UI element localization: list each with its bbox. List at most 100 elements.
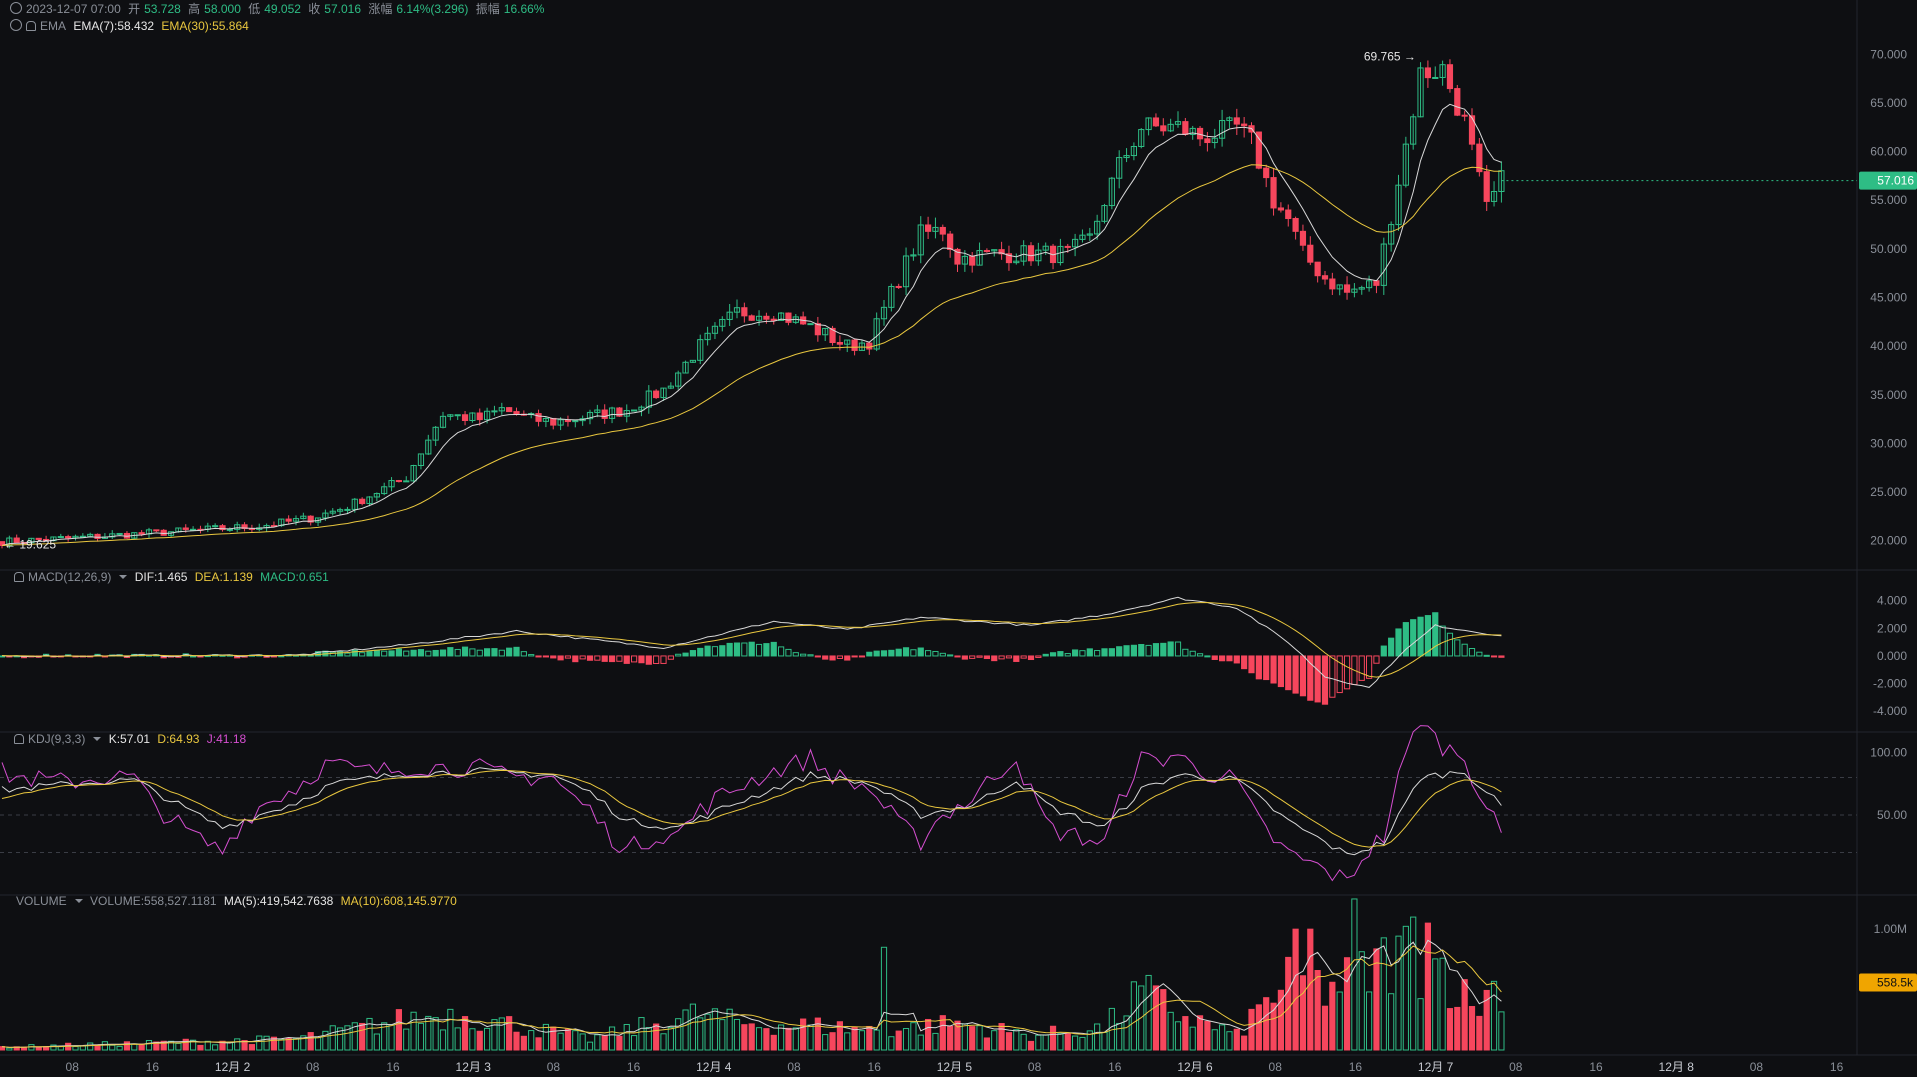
- volume-bar: [1233, 1028, 1240, 1051]
- candle-body: [1476, 143, 1483, 173]
- candle-body: [1321, 275, 1329, 280]
- macd-histogram-bar: [1424, 615, 1432, 657]
- candle-body: [880, 306, 888, 320]
- chevron-down-icon[interactable]: [93, 737, 102, 741]
- candle-body: [653, 390, 660, 399]
- macd-histogram-bar: [726, 642, 733, 657]
- volume-bar: [822, 1034, 829, 1051]
- time-axis-label: 16: [1830, 1060, 1844, 1074]
- volume-bar: [381, 1022, 388, 1051]
- candle-body: [366, 496, 373, 504]
- macd-histogram-bar: [528, 654, 535, 657]
- volume-bar: [601, 1035, 608, 1051]
- candle-body: [1468, 115, 1476, 145]
- macd-histogram-bar: [814, 655, 821, 658]
- datetime: 2023-12-07 07:00: [26, 2, 121, 16]
- volume-bar: [307, 1032, 314, 1051]
- macd-histogram-bar: [1160, 642, 1167, 657]
- candle-body: [285, 518, 292, 522]
- macd-histogram-bar: [484, 648, 491, 657]
- ma10-value: MA(10):608,145.9770: [340, 894, 457, 908]
- candle-body: [1233, 117, 1240, 125]
- macd-histogram-bar: [432, 649, 439, 657]
- candle-body: [226, 528, 233, 531]
- time-axis-label: 12月 8: [1659, 1060, 1695, 1074]
- time-axis-label: 08: [787, 1060, 801, 1074]
- macd-histogram-bar: [513, 646, 520, 657]
- candle-body: [454, 414, 461, 417]
- candle-body: [763, 315, 770, 320]
- volume-bar: [1285, 956, 1292, 1051]
- macd-histogram-bar: [667, 655, 674, 660]
- volume-bar: [873, 1029, 880, 1051]
- macd-histogram-bar: [1027, 655, 1035, 661]
- macd-histogram-bar: [395, 648, 402, 657]
- time-axis-label: 16: [627, 1060, 641, 1074]
- price-tick-label: 40.000: [1870, 339, 1907, 353]
- volume-bar: [888, 1036, 895, 1051]
- candle-body: [447, 414, 454, 417]
- volume-bar: [1130, 981, 1138, 1051]
- macd-dea-line: [1, 601, 1502, 678]
- volume-bar: [1196, 1015, 1204, 1051]
- volume-bar: [1160, 989, 1167, 1051]
- volume-bar: [1189, 1026, 1196, 1051]
- volume-bar: [1167, 1011, 1174, 1051]
- volume-bar: [20, 1046, 28, 1051]
- macd-histogram-bar: [410, 649, 417, 657]
- time-axis-label: 16: [1349, 1060, 1363, 1074]
- volume-bar: [395, 1009, 402, 1051]
- chevron-down-icon[interactable]: [119, 575, 128, 579]
- candle-body: [1042, 245, 1049, 251]
- candle-body: [1432, 76, 1439, 79]
- macd-histogram-bar: [1182, 648, 1189, 657]
- collapse-icon[interactable]: [10, 2, 22, 14]
- volume-bar: [983, 1037, 990, 1051]
- volume-tick-label: 1.00M: [1874, 922, 1907, 936]
- macd-histogram-bar: [1086, 648, 1093, 657]
- bell-icon[interactable]: [14, 734, 24, 744]
- volume-bar: [689, 1003, 696, 1051]
- candle-body: [1079, 234, 1086, 240]
- candle-body: [1182, 121, 1189, 135]
- candle-body: [506, 407, 513, 413]
- candle-body: [1013, 260, 1020, 264]
- candle-body: [682, 361, 689, 374]
- macd-value: MACD:0.651: [260, 570, 329, 584]
- macd-histogram-bar: [1204, 655, 1211, 658]
- macd-histogram-bar: [1432, 612, 1439, 657]
- candle-body: [13, 537, 20, 543]
- collapse-icon[interactable]: [10, 19, 22, 31]
- current-volume-label: 558.5k: [1877, 976, 1914, 990]
- volume-bar: [991, 1030, 998, 1051]
- macd-histogram-bar: [822, 655, 829, 660]
- chevron-down-icon[interactable]: [74, 899, 83, 903]
- volume-bar: [403, 1028, 410, 1051]
- j-value: J:41.18: [206, 732, 247, 746]
- candle-body: [645, 390, 652, 408]
- candle-body: [954, 248, 961, 265]
- macd-histogram-bar: [932, 650, 939, 657]
- volume-bar: [1439, 957, 1446, 1051]
- macd-histogram-bar: [961, 655, 968, 660]
- candle-body: [1299, 230, 1307, 246]
- volume-bar: [167, 1040, 175, 1051]
- volume-bar: [506, 1016, 513, 1051]
- volume-bar: [212, 1044, 219, 1051]
- candle-body: [1380, 243, 1387, 286]
- candle-body: [395, 480, 402, 483]
- candle-body: [1292, 218, 1299, 232]
- volume-bar: [1402, 925, 1409, 1051]
- volume-bar: [109, 1044, 116, 1051]
- bell-icon[interactable]: [14, 572, 24, 582]
- candle-body: [1255, 131, 1262, 169]
- macd-histogram-bar: [1461, 643, 1468, 657]
- macd-histogram-bar: [1101, 648, 1108, 657]
- candle-body: [373, 493, 380, 498]
- candle-body: [1174, 121, 1182, 125]
- candle-body: [1490, 190, 1498, 202]
- macd-histogram-bar: [557, 655, 564, 661]
- bell-icon[interactable]: [26, 21, 36, 31]
- price-tick-label: 30.000: [1870, 436, 1907, 450]
